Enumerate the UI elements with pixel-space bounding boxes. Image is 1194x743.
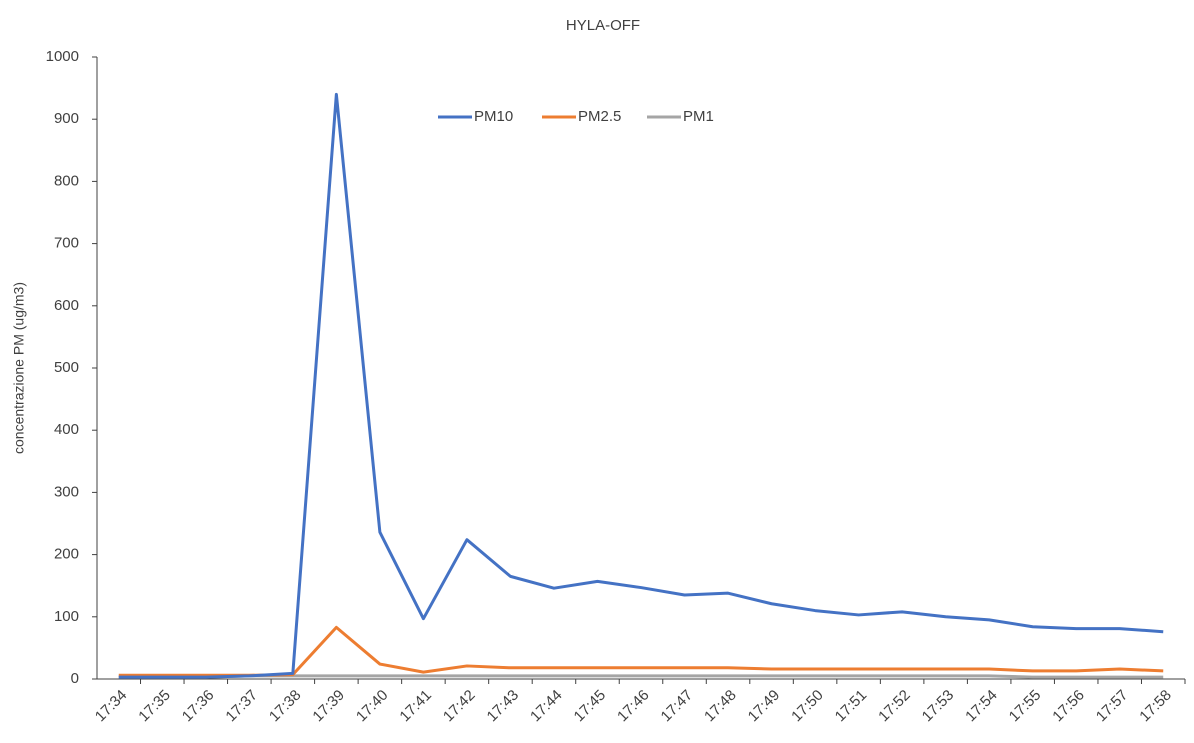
x-tick-label: 17:39 bbox=[309, 687, 348, 726]
y-tick-label: 900 bbox=[54, 110, 79, 127]
x-tick-label: 17:56 bbox=[1049, 687, 1088, 726]
y-axis-label: concentrazione PM (ug/m3) bbox=[11, 282, 27, 454]
x-tick-label: 17:52 bbox=[875, 687, 914, 726]
x-tick-label: 17:42 bbox=[440, 687, 479, 726]
x-tick-label: 17:49 bbox=[745, 687, 784, 726]
y-tick-label: 400 bbox=[54, 421, 79, 438]
x-tick-label: 17:53 bbox=[919, 687, 958, 726]
y-tick-label: 100 bbox=[54, 608, 79, 625]
x-tick-label: 17:38 bbox=[266, 687, 305, 726]
x-tick-label: 17:50 bbox=[788, 687, 827, 726]
y-tick-label: 700 bbox=[54, 235, 79, 252]
x-tick-label: 17:54 bbox=[962, 687, 1001, 726]
x-tick-label: 17:48 bbox=[701, 687, 740, 726]
x-tick-label: 17:58 bbox=[1136, 687, 1175, 726]
x-tick-label: 17:44 bbox=[527, 687, 566, 726]
x-tick-label: 17:40 bbox=[353, 687, 392, 726]
legend-label: PM2.5 bbox=[578, 108, 621, 125]
y-tick-label: 300 bbox=[54, 483, 79, 500]
series-line bbox=[118, 92, 1164, 679]
y-tick-label: 1000 bbox=[46, 48, 79, 65]
x-tick-label: 17:55 bbox=[1006, 687, 1045, 726]
x-tick-label: 17:47 bbox=[658, 687, 697, 726]
x-tick-label: 17:34 bbox=[92, 687, 131, 726]
series-line bbox=[118, 625, 1164, 677]
y-tick-label: 0 bbox=[71, 670, 79, 687]
y-tick-label: 500 bbox=[54, 359, 79, 376]
x-tick-label: 17:51 bbox=[832, 687, 871, 726]
x-tick-label: 17:43 bbox=[484, 687, 523, 726]
x-tick-label: 17:35 bbox=[135, 687, 174, 726]
y-tick-label: 200 bbox=[54, 546, 79, 563]
x-tick-label: 17:57 bbox=[1093, 687, 1132, 726]
x-tick-label: 17:45 bbox=[571, 687, 610, 726]
y-tick-label: 600 bbox=[54, 297, 79, 314]
legend-label: PM10 bbox=[474, 108, 513, 125]
x-tick-label: 17:46 bbox=[614, 687, 653, 726]
x-tick-label: 17:41 bbox=[396, 687, 435, 726]
y-tick-label: 800 bbox=[54, 172, 79, 189]
x-tick-label: 17:36 bbox=[179, 687, 218, 726]
legend-label: PM1 bbox=[683, 108, 714, 125]
x-tick-label: 17:37 bbox=[222, 687, 261, 726]
chart-title: HYLA-OFF bbox=[566, 17, 640, 34]
